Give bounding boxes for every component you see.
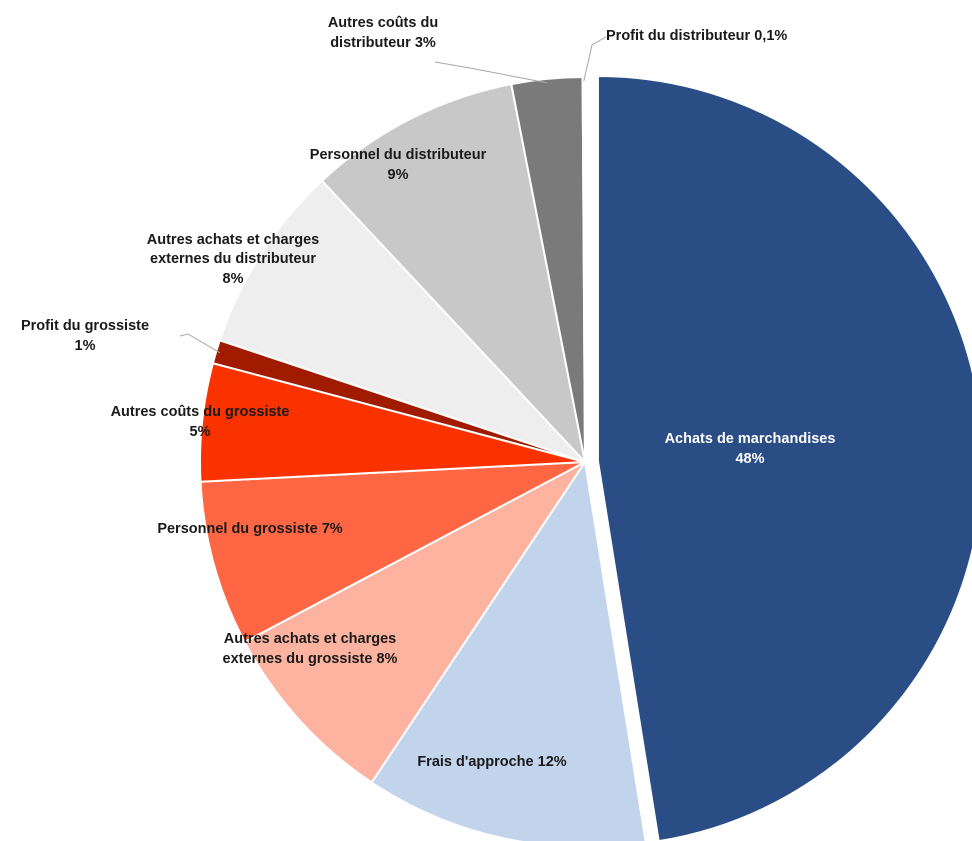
- label-text: Frais d'approche 12%: [417, 753, 566, 773]
- category-name: Autres achats et charges externes du gro…: [222, 631, 397, 667]
- leader-line: [179, 333, 221, 354]
- leader-line: [434, 61, 548, 84]
- label-box: Profit du distributeur 0,1%: [606, 22, 866, 52]
- category-name: Profit du distributeur: [606, 28, 751, 45]
- label-text: Personnel du grossiste 7%: [157, 520, 342, 540]
- label-box: Autres coûts du grossiste 5%: [85, 398, 315, 448]
- label-text: Profit du grossiste 1%: [21, 317, 149, 356]
- pie-slice: [218, 179, 586, 463]
- category-name: Autres achats et charges externes du dis…: [146, 231, 320, 268]
- label-text: Autres coûts du grossiste 5%: [111, 403, 290, 442]
- pie-slice: [199, 461, 586, 644]
- slice-label: Autres achats et charges externes du gro…: [200, 622, 420, 678]
- slice-label: Profit du distributeur 0,1%: [606, 22, 866, 52]
- leader-line: [583, 36, 607, 82]
- category-name: Frais d'approche: [417, 754, 534, 771]
- value-label: 8%: [376, 651, 398, 667]
- slice-label: Autres coûts du distributeur 3%: [305, 8, 461, 60]
- slice-label: Personnel du grossiste 7%: [120, 512, 380, 548]
- label-box: Autres coûts du distributeur 3%: [305, 8, 461, 60]
- slice-label: Autres coûts du grossiste 5%: [85, 398, 315, 448]
- category-name: Autres coûts du grossiste: [110, 404, 290, 421]
- value-label: 1%: [74, 338, 96, 354]
- slice-label: Frais d'approche 12%: [392, 745, 592, 781]
- label-text: Autres achats et charges externes du dis…: [128, 231, 338, 290]
- value-label: 3%: [414, 35, 436, 51]
- label-box: Personnel du distributeur 9%: [288, 140, 508, 192]
- label-text: Profit du distributeur 0,1%: [606, 27, 787, 47]
- label-box: Personnel du grossiste 7%: [120, 512, 380, 548]
- category-name: Achats de marchandises: [664, 431, 836, 448]
- category-name: Personnel du distributeur: [309, 147, 487, 164]
- pie-slice: [243, 461, 586, 784]
- label-box: Achats de marchandises 48%: [650, 415, 850, 485]
- label-text: Autres coûts du distributeur 3%: [305, 14, 461, 53]
- value-label: 7%: [321, 521, 343, 538]
- pie-slice: [370, 459, 647, 841]
- label-box: Profit du grossiste 1%: [0, 312, 170, 362]
- value-label: 12%: [537, 754, 567, 771]
- slice-label: Profit du grossiste 1%: [0, 312, 170, 362]
- value-label: 9%: [387, 167, 409, 183]
- value-label: 5%: [189, 424, 211, 440]
- label-text: Achats de marchandises 48%: [665, 430, 836, 469]
- slice-label: Personnel du distributeur 9%: [288, 140, 508, 192]
- pie-slice: [320, 82, 587, 466]
- label-box: Autres achats et charges externes du dis…: [128, 220, 338, 300]
- category-name: Personnel du grossiste: [157, 521, 318, 538]
- category-name: Autres coûts du distributeur: [327, 15, 439, 51]
- label-text: Autres achats et charges externes du gro…: [200, 630, 420, 669]
- value-label: 0,1%: [754, 28, 788, 45]
- slice-label: Achats de marchandises 48%: [650, 415, 850, 485]
- value-label: 8%: [222, 270, 244, 287]
- label-text: Personnel du distributeur 9%: [310, 146, 486, 185]
- slice-label: Autres achats et charges externes du dis…: [128, 220, 338, 300]
- pie-slice: [596, 74, 972, 841]
- value-label: 48%: [735, 451, 765, 467]
- label-box: Autres achats et charges externes du gro…: [200, 622, 420, 678]
- category-name: Profit du grossiste: [20, 318, 150, 335]
- label-box: Frais d'approche 12%: [392, 745, 592, 781]
